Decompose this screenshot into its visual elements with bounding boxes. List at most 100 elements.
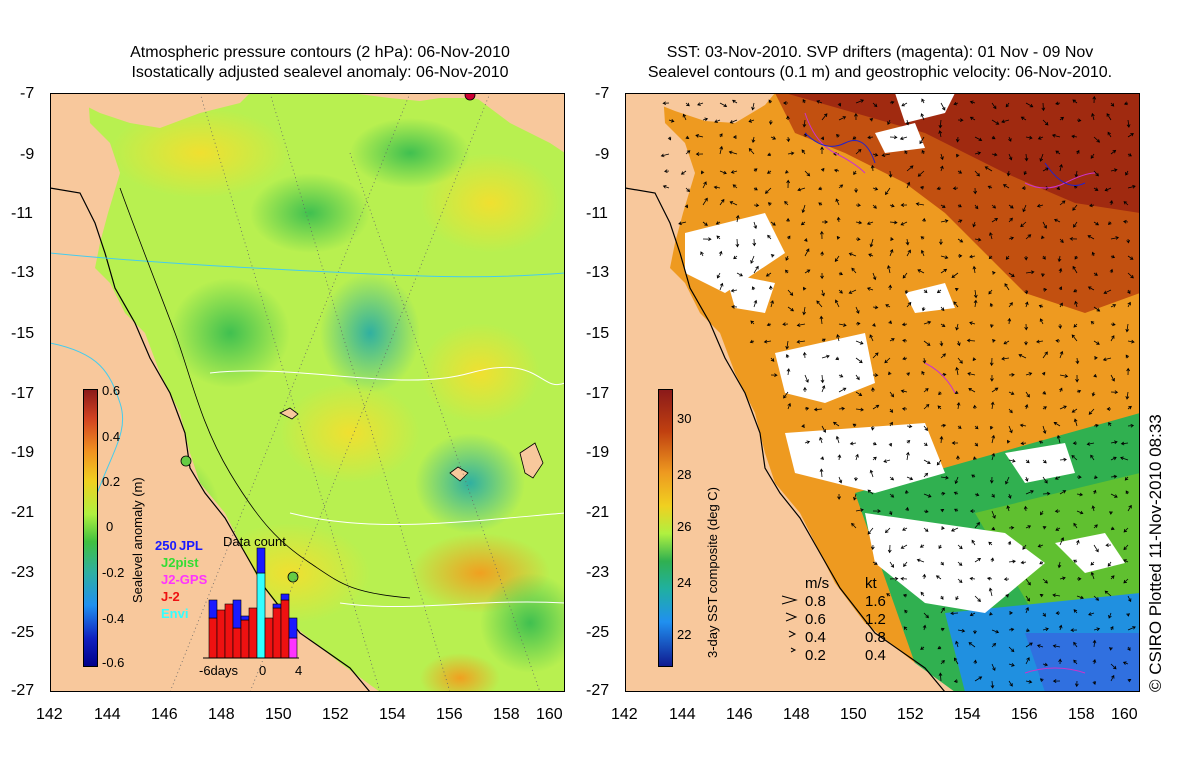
velocity-arrow (750, 255, 755, 264)
velocity-arrow (872, 153, 879, 157)
velocity-arrow (732, 184, 738, 189)
velocity-arrow (1042, 476, 1048, 484)
velocity-arrow (1092, 680, 1097, 685)
velocity-arrow (940, 561, 944, 566)
velocity-arrow (800, 221, 806, 226)
sla-colorbar-tick: -0.4 (102, 611, 125, 626)
velocity-arrow (973, 629, 977, 635)
left-lat-tick: -17 (11, 385, 35, 402)
velocity-arrow (872, 204, 877, 209)
velocity-arrow (973, 659, 978, 665)
velocity-arrow (820, 146, 824, 154)
velocity-arrow (802, 119, 807, 128)
velocity-arrow (1105, 543, 1112, 548)
velocity-arrow (1056, 434, 1061, 444)
velocity-arrow (753, 168, 758, 172)
velocity-arrow (922, 624, 927, 631)
velocity-arrow (957, 578, 963, 584)
velocity-arrow (1058, 323, 1063, 329)
left-lat-tick: -21 (11, 504, 35, 521)
velocity-arrow (1002, 184, 1010, 189)
velocity-arrow (991, 387, 999, 393)
velocity-arrow (1091, 505, 1096, 512)
sst-colorbar-tick: 28 (677, 467, 692, 482)
velocity-arrow (838, 476, 843, 484)
velocity-arrow (1103, 289, 1112, 294)
velocity-arrow (919, 136, 925, 145)
velocity-arrow (753, 203, 760, 208)
velocity-arrow (922, 217, 926, 223)
sla-colorbar-tick: -0.2 (102, 565, 125, 580)
velocity-arrow (1110, 322, 1116, 327)
left-lon-tick: 144 (94, 706, 121, 723)
velocity-arrow (813, 407, 823, 412)
velocity-arrow (797, 187, 806, 192)
velocity-arrow (1042, 391, 1047, 395)
velocity-arrow (733, 255, 738, 260)
velocity-arrow (939, 435, 944, 444)
velocity-arrow (889, 100, 895, 105)
velocity-arrow (868, 253, 874, 257)
velocity-arrow (765, 272, 772, 277)
velocity-arrow (837, 102, 842, 107)
velocity-arrow (1008, 525, 1015, 530)
velocity-arrow (906, 424, 913, 429)
velocity-arrow (1090, 320, 1095, 325)
velocity-arrow (885, 187, 891, 196)
velocity-arrow (854, 476, 858, 482)
velocity-arrow (957, 219, 963, 223)
velocity-arrow (1055, 101, 1061, 106)
right-lat-tick: -25 (586, 624, 610, 641)
velocity-arrow (922, 573, 927, 580)
velocity-arrow (990, 323, 994, 328)
right-lon-tick: 158 (1068, 706, 1095, 723)
velocity-arrow (719, 102, 728, 107)
velocity-arrow (715, 221, 721, 225)
velocity-arrow (991, 526, 996, 531)
velocity-arrow (906, 301, 912, 308)
velocity-arrow (748, 119, 755, 123)
left-lat-tick: -27 (11, 682, 35, 699)
velocity-arrow (923, 403, 930, 410)
velocity-arrow (900, 203, 908, 207)
velocity-arrow (735, 214, 740, 223)
velocity-arrow (783, 101, 788, 105)
velocity-arrow (764, 187, 772, 194)
velocity-arrow (1038, 440, 1044, 444)
velocity-arrow (1072, 441, 1078, 445)
velocity-arrow (1025, 578, 1031, 586)
copyright-label: © CSIRO Plotted 11-Nov-2010 08:33 (1146, 414, 1165, 692)
velocity-arrow (851, 267, 857, 274)
velocity-arrow (867, 135, 874, 140)
velocity-arrow (1093, 136, 1101, 143)
left-map-frame (50, 93, 565, 692)
velocity-arrow (836, 334, 840, 342)
velocity-arrow (1058, 286, 1063, 291)
velocity-arrow (888, 510, 893, 516)
velocity-arrow (969, 509, 976, 513)
velocity-arrow (1088, 408, 1095, 415)
velocity-arrow (870, 164, 875, 172)
velocity-arrow (973, 299, 978, 308)
velocity-arrow (796, 323, 806, 327)
velocity-arrow (786, 136, 791, 143)
velocity-arrow (821, 354, 830, 359)
right-lon-tick: 150 (840, 706, 867, 723)
velocity-arrow (903, 561, 908, 568)
velocity-arrow (1025, 606, 1029, 614)
velocity-arrow (950, 527, 959, 532)
velocity-arrow (1057, 255, 1062, 263)
velocity-arrow (872, 323, 876, 327)
velocity-arrow (763, 339, 772, 344)
right-lat-tick: -9 (595, 146, 610, 163)
data-count-legend-j2pist: J2pist (161, 555, 199, 570)
velocity-arrow (1036, 203, 1044, 208)
velocity-arrow (1073, 559, 1078, 563)
velocity-arrow (953, 491, 959, 496)
velocity-arrow (682, 113, 687, 121)
velocity-arrow (1093, 595, 1100, 601)
velocity-arrow (969, 100, 976, 105)
velocity-arrow (1126, 238, 1131, 244)
velocity-arrow (991, 629, 1000, 634)
velocity-arrow (889, 220, 898, 225)
